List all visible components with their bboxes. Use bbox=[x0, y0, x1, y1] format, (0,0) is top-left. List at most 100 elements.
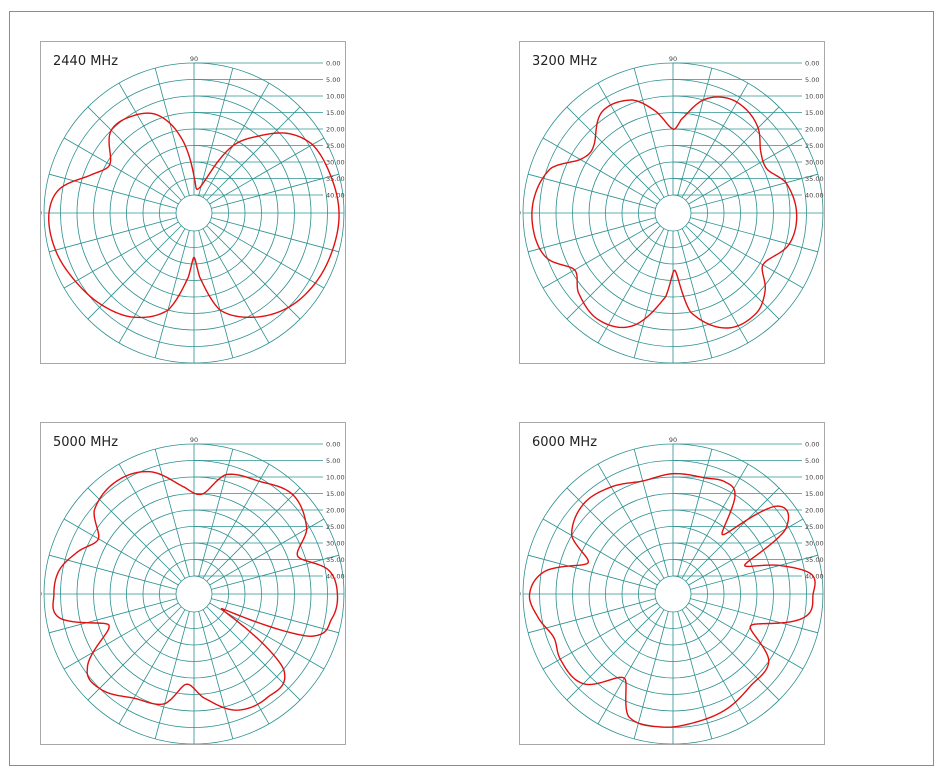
grid-ring bbox=[175, 194, 213, 232]
grid-spoke bbox=[690, 554, 818, 590]
grid-spoke bbox=[206, 225, 301, 320]
grid-spoke bbox=[209, 518, 325, 586]
radial-scale-label: 15.00 bbox=[326, 490, 345, 498]
grid-spoke bbox=[528, 173, 656, 209]
grid-spoke bbox=[542, 518, 658, 586]
angle-label: 90 bbox=[190, 436, 198, 444]
grid-spoke bbox=[118, 82, 186, 198]
angle-label: 90 bbox=[669, 436, 677, 444]
plot-title-4: 6000 MHz bbox=[532, 435, 598, 450]
radial-scale-label: 30.00 bbox=[805, 159, 824, 167]
grid-spoke bbox=[154, 68, 190, 196]
grid-spoke bbox=[528, 217, 656, 253]
radial-scale-label: 35.00 bbox=[326, 175, 345, 183]
radial-scale-label: 10.00 bbox=[805, 474, 824, 482]
grid-spoke bbox=[154, 230, 190, 358]
grid-spoke bbox=[688, 137, 804, 205]
radial-scale-label: 5.00 bbox=[805, 457, 819, 465]
radial-scale-label: 10.00 bbox=[326, 93, 345, 101]
grid-spoke bbox=[206, 487, 301, 582]
grid-spoke bbox=[118, 228, 186, 344]
radial-scale-label: 15.00 bbox=[805, 490, 824, 498]
radial-scale-label: 0.00 bbox=[805, 441, 819, 449]
grid-spoke bbox=[633, 230, 669, 358]
angle-label: 180 bbox=[520, 590, 521, 598]
grid-spoke bbox=[211, 598, 339, 634]
figure-frame: 0.00 5.00 10.00 15.00 20.00 25.00 30.00 35.00 40… bbox=[9, 11, 934, 766]
grid-spoke bbox=[597, 609, 665, 725]
grid-spoke bbox=[681, 463, 749, 579]
grid-spoke bbox=[49, 554, 177, 590]
grid-spoke bbox=[597, 463, 665, 579]
grid-spoke bbox=[681, 609, 749, 725]
grid-spoke bbox=[688, 602, 804, 670]
grid-spoke bbox=[542, 221, 658, 289]
polar-plot-2: 0.00 5.00 10.00 15.00 20.00 25.00 30.00 35.00 40… bbox=[520, 55, 824, 363]
grid-spoke bbox=[566, 606, 661, 701]
grid-spoke bbox=[63, 602, 179, 670]
grid-spoke bbox=[566, 487, 661, 582]
radiation-trace bbox=[52, 470, 339, 711]
polar-plot-3: 0.00 5.00 10.00 15.00 20.00 25.00 30.00 35.00 40… bbox=[41, 436, 345, 744]
grid-spoke bbox=[202, 609, 270, 725]
grid-spoke bbox=[688, 518, 804, 586]
radial-scale-label: 30.00 bbox=[805, 540, 824, 548]
grid-spoke bbox=[198, 449, 234, 577]
grid-spoke bbox=[681, 228, 749, 344]
radial-scale-label: 40.00 bbox=[326, 573, 345, 581]
radial-scale-label: 5.00 bbox=[326, 457, 340, 465]
grid-spoke bbox=[690, 173, 818, 209]
radial-scale-label: 0.00 bbox=[326, 60, 340, 68]
grid-spoke bbox=[211, 554, 339, 590]
grid-spoke bbox=[542, 137, 658, 205]
angle-label: 90 bbox=[190, 55, 198, 63]
grid-spoke bbox=[49, 217, 177, 253]
grid-spoke bbox=[690, 598, 818, 634]
grid-spoke bbox=[49, 598, 177, 634]
radial-scale-label: 20.00 bbox=[805, 126, 824, 134]
radial-scale-label: 25.00 bbox=[805, 523, 824, 531]
grid-spoke bbox=[681, 82, 749, 198]
grid-spoke bbox=[154, 449, 190, 577]
angle-label: 90 bbox=[669, 55, 677, 63]
grid-spoke bbox=[677, 611, 713, 739]
radial-scale-label: 30.00 bbox=[326, 540, 345, 548]
radial-scale-label: 10.00 bbox=[326, 474, 345, 482]
grid-spoke bbox=[87, 606, 182, 701]
grid-spoke bbox=[633, 611, 669, 739]
grid-spoke bbox=[685, 606, 780, 701]
grid-spoke bbox=[87, 225, 182, 320]
grid-ring bbox=[175, 575, 213, 613]
grid-spoke bbox=[206, 606, 301, 701]
radial-scale-label: 40.00 bbox=[326, 192, 345, 200]
radial-scale-label: 25.00 bbox=[805, 142, 824, 150]
grid-spoke bbox=[202, 82, 270, 198]
grid-spoke bbox=[677, 230, 713, 358]
radial-scale-label: 0.00 bbox=[805, 60, 819, 68]
grid-spoke bbox=[198, 611, 234, 739]
grid-spoke bbox=[566, 225, 661, 320]
grid-ring bbox=[654, 194, 692, 232]
polar-plot-panel-4: 0.00 5.00 10.00 15.00 20.00 25.00 30.00 35.00 40… bbox=[519, 422, 825, 745]
radial-scale-label: 40.00 bbox=[805, 573, 824, 581]
grid-spoke bbox=[685, 106, 780, 201]
grid-spoke bbox=[688, 221, 804, 289]
grid-spoke bbox=[63, 518, 179, 586]
plot-title-2: 3200 MHz bbox=[532, 54, 598, 69]
radial-scale-label: 5.00 bbox=[326, 76, 340, 84]
polar-plot-panel-1: 0.00 5.00 10.00 15.00 20.00 25.00 30.00 35.00 40… bbox=[40, 41, 346, 364]
grid-ring bbox=[654, 575, 692, 613]
grid-spoke bbox=[154, 611, 190, 739]
radial-scale-label: 15.00 bbox=[805, 109, 824, 117]
radial-scale-label: 35.00 bbox=[805, 556, 824, 564]
plot-title-3: 5000 MHz bbox=[53, 435, 119, 450]
grid-spoke bbox=[198, 68, 234, 196]
radiation-trace bbox=[531, 96, 798, 329]
radial-scale-label: 25.00 bbox=[326, 523, 345, 531]
grid-spoke bbox=[87, 106, 182, 201]
polar-plot-4: 0.00 5.00 10.00 15.00 20.00 25.00 30.00 35.00 40… bbox=[520, 436, 824, 744]
radial-scale-label: 20.00 bbox=[326, 126, 345, 134]
grid-spoke bbox=[633, 68, 669, 196]
grid-spoke bbox=[685, 225, 780, 320]
grid-spoke bbox=[209, 137, 325, 205]
